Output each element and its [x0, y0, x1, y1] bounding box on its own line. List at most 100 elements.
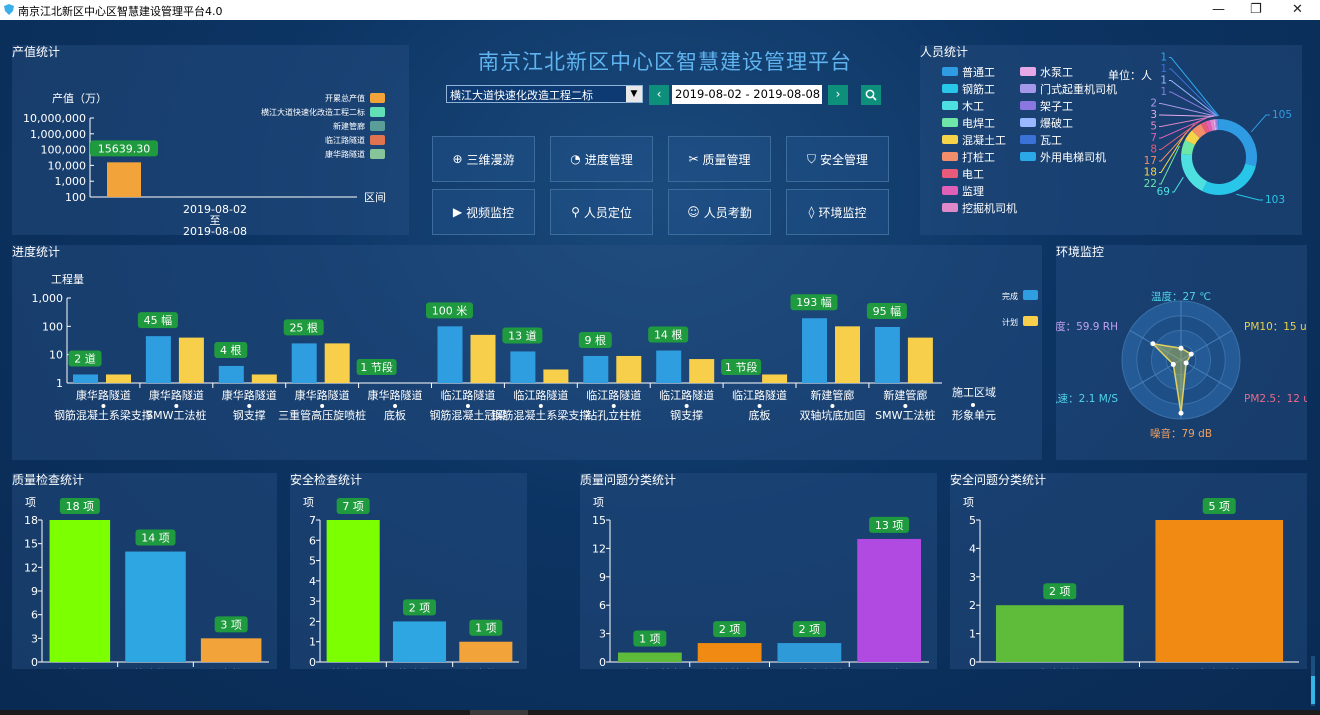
bar-chart-value-label: 2 项: [1049, 585, 1071, 598]
bar-chart-category-label: 安全措施: [1038, 667, 1082, 669]
date-range-input[interactable]: 2019-08-02 - 2019-08-08: [672, 85, 822, 104]
personnel-donut-label: 1: [1160, 63, 1167, 75]
bar-chart-value-label: 2 项: [409, 601, 431, 614]
personnel-donut-label: 1: [1160, 86, 1167, 98]
safety-issue-title: 安全问题分类统计: [950, 473, 1047, 487]
progress-xlabel: 施工区域: [952, 386, 996, 399]
minimize-button[interactable]: —: [1212, 2, 1225, 17]
radar-point: [1150, 341, 1156, 347]
personnel-legend-label: 架子工: [1040, 100, 1073, 113]
progress-ytick: 1,000: [32, 292, 64, 305]
progress-title: 进度统计: [12, 245, 61, 259]
output-legend-swatch: [370, 93, 385, 103]
progress-bar-plan: [543, 369, 569, 383]
progress-dot: [757, 404, 762, 408]
close-button[interactable]: ✕: [1292, 2, 1303, 17]
quality-issue-chart: 项 0 3 6 9 12 15 1 项测量质量控制 2 项地基基础 2 项工程技术资料 13 项其他: [592, 496, 929, 681]
radar-axis: [1180, 359, 1233, 390]
personnel-legend-swatch: [942, 101, 958, 110]
progress-bar-label-bg: [502, 327, 543, 344]
progress-unit-label: SMW工法桩: [875, 408, 935, 422]
output-bar-label: 15639.30: [98, 142, 151, 155]
output-category-label: 至: [210, 214, 221, 227]
bar-chart-ytick: 1: [969, 628, 976, 641]
progress-bar-done: [145, 336, 171, 383]
bar-chart-ytick: 0: [599, 656, 606, 669]
menu-globe-button[interactable]: ⊕ 三维漫游: [432, 136, 535, 182]
bar-chart-bar: [125, 551, 186, 662]
progress-bar-label: 1 节段: [725, 360, 758, 374]
bar-chart-bar: [777, 643, 842, 662]
scrollbar[interactable]: [1311, 656, 1315, 706]
menu-tools-button[interactable]: ✂ 质量管理: [668, 136, 771, 182]
taskbar: [0, 710, 1320, 715]
progress-dot: [393, 404, 398, 408]
bar-chart-ytick: 5: [969, 514, 976, 527]
progress-area-label: 临江路隧道: [513, 388, 568, 402]
personnel-donut-leader: [1159, 117, 1207, 139]
output-xlabel: 区间: [364, 191, 386, 204]
menu-label: 安全管理: [820, 152, 869, 167]
project-select[interactable]: 横江大道快速化改造工程二标 ▼: [446, 85, 643, 103]
bar-chart-ytick: 6: [599, 599, 606, 612]
bar-chart-ytick: 9: [31, 585, 38, 598]
bar-chart-value-label: 1 项: [475, 622, 497, 635]
progress-bar-label: 4 根: [220, 343, 242, 357]
progress-dot: [101, 404, 106, 408]
personnel-legend-swatch: [942, 169, 958, 178]
personnel-legend-swatch: [1020, 101, 1036, 110]
progress-area-label: 新建管廊: [883, 388, 927, 402]
progress-bar-label-bg: [721, 359, 762, 375]
personnel-donut-slice: [1202, 163, 1256, 195]
output-category-label: 2019-08-08: [183, 225, 247, 235]
personnel-legend-swatch: [942, 152, 958, 161]
bar-chart-ytick: 2: [969, 599, 976, 612]
personnel-donut-leader: [1236, 193, 1263, 201]
menu-shield-check-button[interactable]: ⛉ 安全管理: [786, 136, 889, 182]
bar-chart-ytick: 6: [309, 534, 316, 547]
chevron-down-icon: ▼: [626, 86, 642, 102]
bar-chart-bar: [995, 605, 1124, 662]
safety-check-title: 安全检查统计: [290, 473, 363, 487]
output-legend-swatch: [370, 149, 385, 159]
progress-unit-label: 三重管高压旋喷桩: [278, 408, 366, 422]
progress-bar-plan: [470, 334, 496, 383]
bar-chart-ytick: 0: [31, 656, 38, 669]
scrollbar-thumb[interactable]: [1311, 676, 1315, 704]
bar-chart-ytick: 12: [592, 542, 606, 555]
bar-chart-bar: [857, 538, 922, 662]
radar-axis: [1129, 330, 1182, 361]
search-icon: [865, 89, 877, 101]
next-date-button[interactable]: ›: [828, 85, 848, 105]
search-button[interactable]: [861, 85, 881, 105]
radar-indicator-label: PM10：15 ug: [1244, 321, 1307, 333]
personnel-legend-swatch: [942, 186, 958, 195]
personnel-donut-leader: [1169, 80, 1218, 117]
menu-user-check-button[interactable]: ☺ 人员考勤: [668, 189, 771, 235]
taskbar-item[interactable]: [470, 710, 528, 715]
personnel-legend-swatch: [1020, 135, 1036, 144]
restore-button[interactable]: ❐: [1250, 2, 1262, 17]
menu-gauge-button[interactable]: ◔ 进度管理: [550, 136, 653, 182]
progress-unit-label: 钢筋混凝土系梁支撑: [54, 408, 153, 422]
progress-bar-label: 100 米: [432, 304, 468, 317]
radar-indicator-label: 温度：27 ℃: [1151, 290, 1211, 303]
progress-dot: [830, 404, 835, 408]
progress-ytick: 10: [49, 349, 63, 362]
prev-date-button[interactable]: ‹: [649, 85, 669, 105]
progress-bar-done: [802, 318, 827, 383]
personnel-donut-label: 5: [1150, 121, 1157, 133]
bar-chart-ylabel: 项: [593, 496, 604, 509]
environment-panel: 环境监控 温度：27 ℃ PM10：15 ug PM2.5：12 ug 噪音：79 d…: [1056, 245, 1307, 460]
menu-droplet-button[interactable]: ◊ 环境监控: [786, 189, 889, 235]
menu-location-pin-button[interactable]: ⚲ 人员定位: [550, 189, 653, 235]
menu-label: 进度管理: [584, 152, 633, 167]
radar-indicator-label: 噪音：79 dB: [1150, 427, 1212, 440]
menu-video-button[interactable]: ▶ 视频监控: [432, 189, 535, 235]
progress-area-label: 康华路隧道: [368, 388, 423, 402]
output-bar: [107, 162, 141, 197]
droplet-icon: ◊: [808, 205, 815, 219]
personnel-donut-leader: [1159, 114, 1214, 117]
output-ytick: 10,000: [48, 159, 87, 172]
